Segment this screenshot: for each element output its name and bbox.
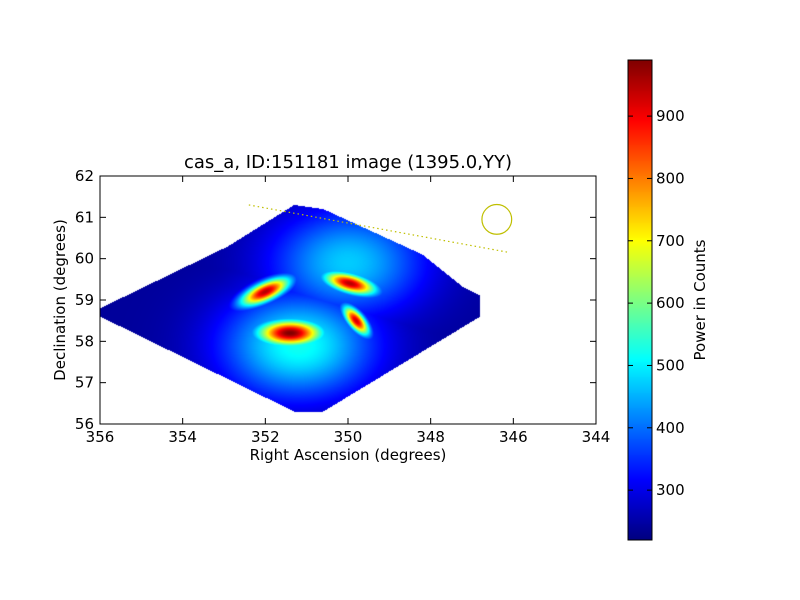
x-axis-label: Right Ascension (degrees) (250, 446, 447, 464)
circle-marker (481, 203, 513, 235)
y-tick-label: 56 (75, 415, 94, 433)
colorbar-tick-label: 900 (656, 107, 685, 125)
x-tick-label: 350 (334, 428, 363, 446)
heatmap-image (100, 176, 596, 424)
y-axis-label: Declination (degrees) (51, 219, 69, 381)
x-tick-label: 356 (86, 428, 115, 446)
y-axis-ticks: 56 57 58 59 60 61 62 (75, 167, 596, 433)
y-tick-label: 58 (75, 332, 94, 350)
x-tick-label: 352 (251, 428, 280, 446)
x-tick-label: 354 (168, 428, 197, 446)
x-axis-ticks: 356 354 352 350 348 346 344 (86, 176, 611, 446)
colorbar-tick-label: 600 (656, 294, 685, 312)
dotted-line (248, 204, 510, 254)
y-tick-label: 61 (75, 208, 94, 226)
y-tick-label: 57 (75, 374, 94, 392)
x-tick-label: 344 (582, 428, 611, 446)
colorbar-tick-label: 800 (656, 169, 685, 187)
colorbar-tick-label: 400 (656, 419, 685, 437)
colorbar-tick-label: 700 (656, 232, 685, 250)
y-tick-label: 62 (75, 167, 94, 185)
y-tick-label: 60 (75, 250, 94, 268)
colorbar-ticks: 300 400 500 600 700 800 900 (628, 107, 685, 499)
colorbar-label: Power in Counts (691, 239, 709, 360)
colorbar: 300 400 500 600 700 800 900 Power in Counts (627, 59, 709, 541)
x-tick-label: 346 (499, 428, 528, 446)
x-tick-label: 348 (416, 428, 445, 446)
colorbar-tick-label: 500 (656, 356, 685, 374)
plot-area (100, 176, 596, 424)
chart-title: cas_a, ID:151181 image (1395.0,YY) (184, 152, 512, 173)
colorbar-frame (627, 59, 653, 541)
colorbar-gradient (628, 60, 652, 540)
colorbar-tick-label: 300 (656, 481, 685, 499)
y-tick-label: 59 (75, 291, 94, 309)
